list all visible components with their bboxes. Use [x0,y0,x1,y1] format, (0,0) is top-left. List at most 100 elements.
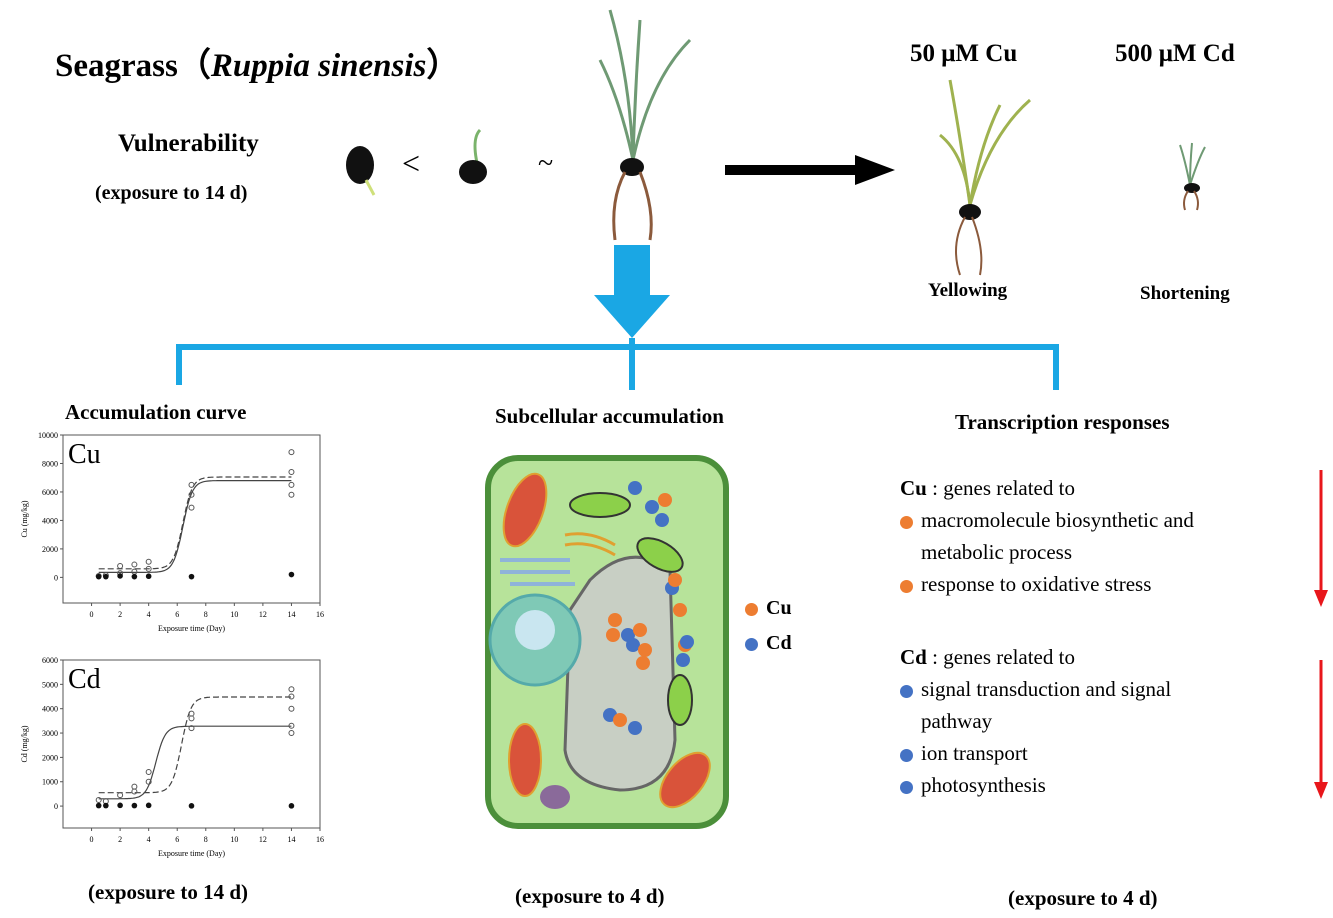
x-tick-label: 6 [175,835,179,844]
control-point [188,803,195,809]
cu-particle [638,643,652,657]
y-tick-label: 4000 [42,705,58,714]
plot-frame [62,434,321,604]
germinating-seed-icon [459,128,487,184]
cd-particle [680,635,694,649]
x-tick-label: 12 [259,835,267,844]
y-tick-label: 2000 [42,753,58,762]
control-point [288,803,295,809]
control-point [188,573,195,580]
control-point [145,573,152,580]
cd-particle [626,638,640,652]
legend-cd: Cd [745,632,792,655]
control-point [95,802,102,809]
cu-particle [606,628,620,642]
y-tick-label: 5000 [42,680,58,689]
cu-gene-item-cont: metabolic process [921,540,1073,564]
y-tick-label: 6000 [42,656,58,665]
legend-cu: Cu [745,597,792,620]
x-tick-label: 16 [316,610,324,619]
x-tick-label: 0 [90,835,94,844]
chart-label: Cu [68,439,101,470]
plant-cell-diagram [485,455,729,829]
y-tick-label: 6000 [42,488,58,497]
fit-curve [98,696,292,794]
control-point [131,802,138,809]
cu-particle [633,623,647,637]
x-tick-label: 0 [90,610,94,619]
x-tick-label: 4 [147,835,151,844]
yellowing-label: Yellowing [928,280,1008,301]
x-tick-label: 16 [316,835,324,844]
cu-accumulation-chart: 0 2 4 6 8 10 12 14 16 0 2000 4000 6000 8000 10000 Expos… [20,431,324,633]
plot-frame [62,659,321,829]
fit-curve [98,476,292,570]
x-tick-label: 14 [287,835,295,844]
fit-curve [98,480,292,573]
data-point [188,725,195,732]
cd-particle [628,481,642,495]
cd-gene-item: signal transduction and signal [900,677,1171,702]
cu-particle [636,656,650,670]
data-point [131,568,138,575]
chart-label: Cd [68,664,101,695]
x-tick-label: 10 [230,835,238,844]
data-point [95,797,102,803]
cu-particle [673,603,687,617]
x-tick-label: 14 [287,610,295,619]
x-tick-label: 12 [259,610,267,619]
cu-particle [668,573,682,587]
blue-down-arrow-icon [594,245,670,338]
subcellular-exposure: (exposure to 4 d) [515,884,665,908]
x-tick-label: 2 [118,835,122,844]
cd-particle [628,721,642,735]
transcription-exposure: (exposure to 4 d) [1008,886,1158,910]
control-point [95,573,102,580]
y-tick-label: 8000 [42,459,58,468]
seedling-icon [598,9,692,241]
control-point [288,571,295,578]
vulnerability-exposure: (exposure to 14 d) [95,182,248,204]
y-tick-label: 3000 [42,729,58,738]
blue-bracket [176,245,1059,390]
accumulation-title: Accumulation curve [65,400,247,424]
data-point [188,715,195,722]
transcription-title: Transcription responses [955,410,1170,434]
x-axis-label: Exposure time (Day) [158,849,225,858]
data-point [288,705,295,712]
data-point [188,710,195,717]
main-title: Seagrass（Ruppia sinensis） [55,48,460,84]
cu-gene-item: response to oxidative stress [900,572,1151,597]
y-tick-label: 10000 [38,431,58,440]
approx-sign: ~ [538,148,554,179]
cu-genes-heading: Cu : genes related to [900,476,1075,500]
data-point [188,491,195,498]
data-point [288,491,295,498]
accumulation-exposure: (exposure to 14 d) [88,880,249,904]
cd-particle [655,513,669,527]
data-point [117,792,124,799]
shortened-plant-icon [1179,142,1206,211]
control-point [103,802,109,809]
right-arrow-icon [725,155,895,185]
cd-gene-item: photosynthesis [900,773,1046,798]
cu-particle [608,613,622,627]
cu-gene-item: macromolecule biosynthetic and [900,508,1194,533]
y-axis-label: Cu (mg/kg) [20,500,29,537]
data-point [145,565,152,572]
x-tick-label: 4 [147,610,151,619]
subcellular-title: Subcellular accumulation [495,404,724,428]
control-point [145,802,152,809]
y-tick-label: 0 [54,802,58,811]
data-point [145,558,152,565]
x-tick-label: 6 [175,610,179,619]
control-point [131,573,138,580]
yellowing-plant-icon [939,79,1031,276]
fit-curve [98,725,292,800]
control-point [117,573,123,579]
x-tick-label: 8 [204,835,208,844]
data-point [145,778,152,785]
data-point [188,504,195,511]
cu-particle [613,713,627,727]
